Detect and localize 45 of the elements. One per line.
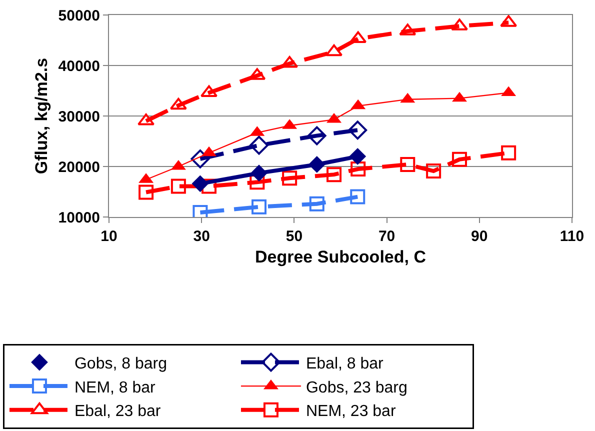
legend-label: Ebal, 8 bar	[306, 355, 384, 372]
x-tick-label: 110	[560, 228, 584, 245]
x-tick-label: 70	[378, 228, 396, 245]
point	[192, 175, 209, 192]
legend-label: Gobs, 8 barg	[74, 355, 167, 372]
legend-label: Gobs, 23 barg	[306, 379, 408, 396]
x-tick-label: 90	[471, 228, 488, 245]
point	[250, 164, 268, 182]
point	[138, 184, 154, 200]
point	[350, 162, 366, 177]
point	[170, 178, 186, 194]
y-tick-label: 10000	[58, 209, 100, 226]
point	[349, 148, 366, 165]
point	[190, 149, 210, 168]
point	[252, 199, 267, 214]
point	[426, 164, 442, 179]
point	[170, 98, 187, 110]
point	[501, 145, 516, 160]
y-tick-label: 40000	[58, 58, 100, 75]
point	[250, 174, 265, 190]
point	[202, 178, 217, 194]
point	[282, 170, 298, 186]
point	[308, 156, 326, 173]
legend-label: NEM, 8 bar	[74, 379, 156, 396]
x-axis-title: Degree Subcooled, C	[255, 247, 426, 266]
point	[326, 44, 343, 56]
point	[348, 120, 368, 140]
point	[400, 156, 416, 172]
point	[350, 189, 366, 204]
y-tick-label: 30000	[58, 108, 100, 126]
y-tick-label: 50000	[58, 7, 100, 24]
x-tick-label: 30	[193, 228, 210, 245]
y-tick-label: 20000	[58, 158, 100, 176]
point	[307, 126, 326, 146]
point	[250, 136, 268, 155]
point	[452, 152, 467, 167]
point	[281, 56, 298, 68]
point	[200, 85, 218, 98]
legend-label: Ebal, 23 bar	[74, 403, 162, 420]
legend-label: NEM, 23 bar	[306, 403, 396, 420]
y-axis-title: Gflux, kg/m2.s	[32, 58, 51, 174]
x-tick-label: 10	[100, 228, 118, 245]
x-tick-label: 50	[286, 228, 303, 245]
point	[326, 167, 342, 182]
point	[309, 196, 324, 212]
